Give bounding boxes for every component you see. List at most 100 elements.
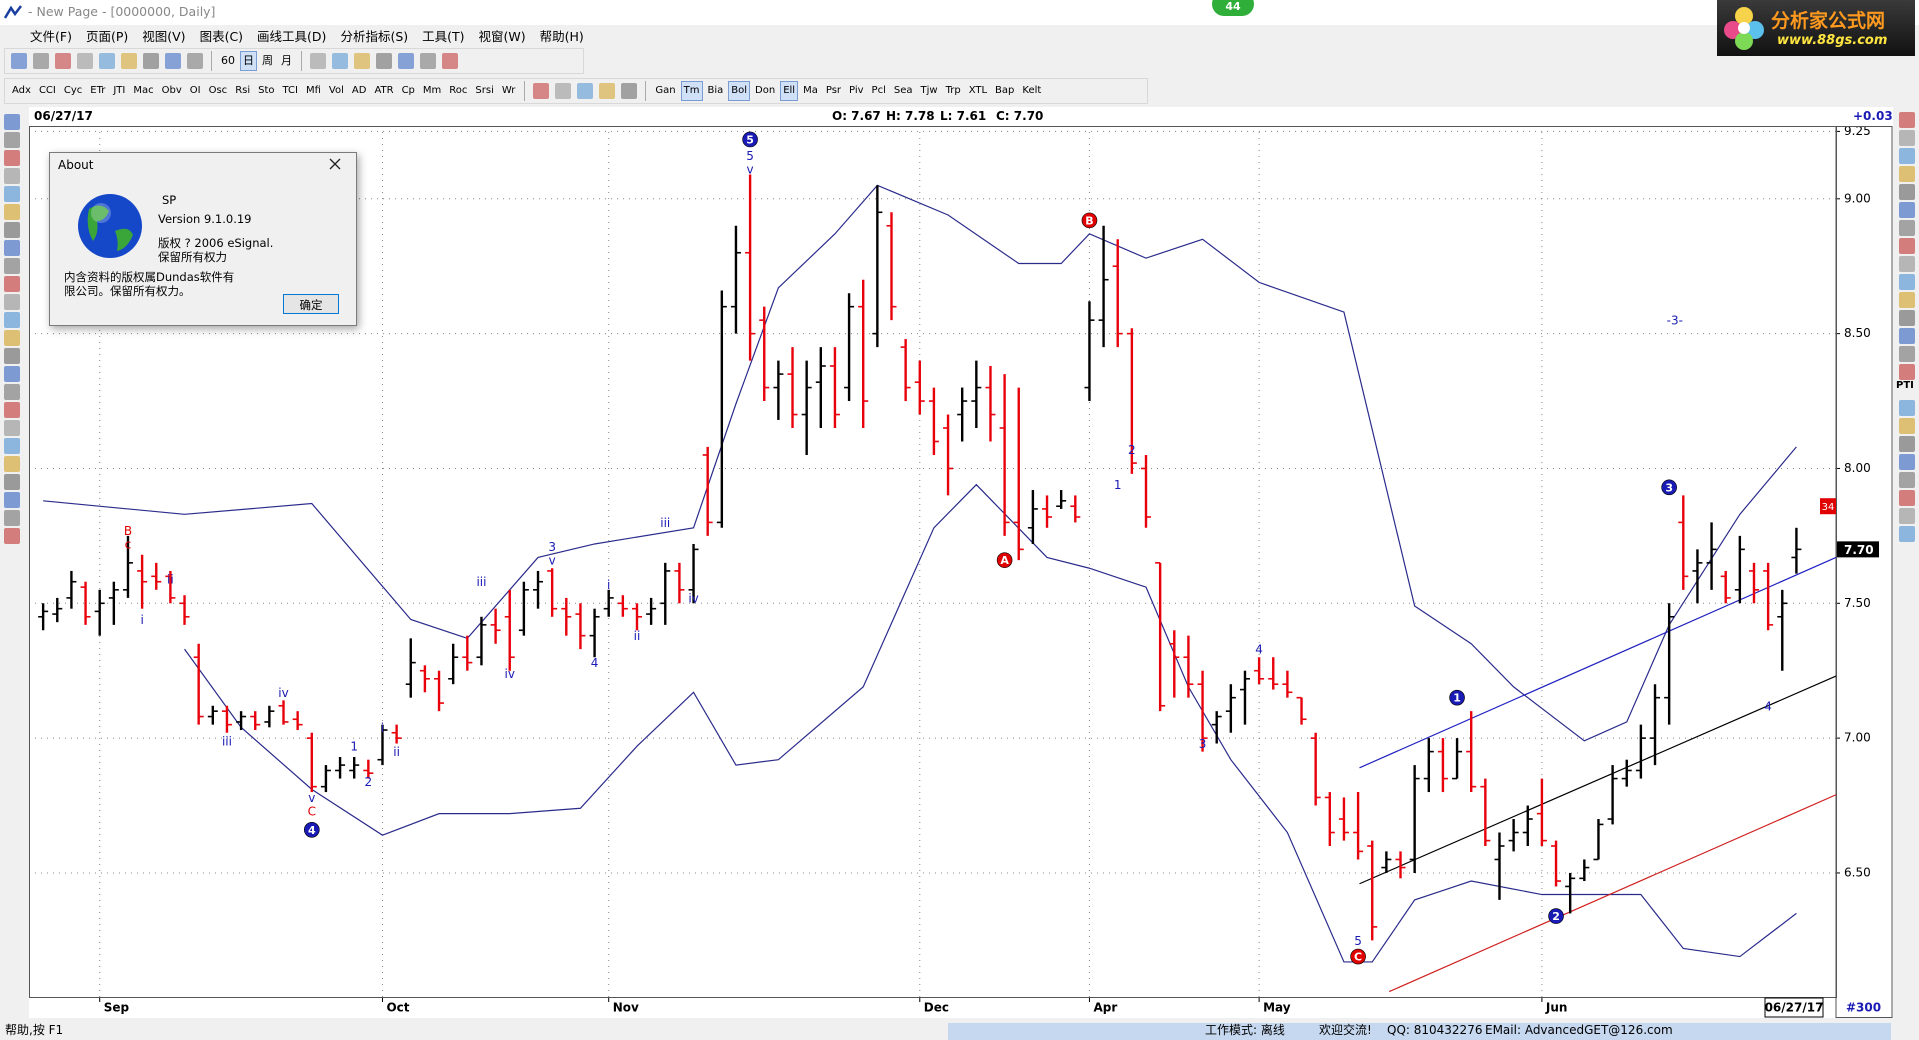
tool-button[interactable]: Sto [258,85,275,96]
tool-button[interactable]: Mm [422,85,442,96]
tool-button[interactable]: Ell [780,81,799,101]
tool-icon[interactable] [1899,454,1915,470]
tool-icon[interactable] [1899,310,1915,326]
tool-button[interactable]: Cyc [63,85,83,96]
menu-item[interactable]: 画线工具(D) [257,29,327,44]
tool-icon[interactable] [4,204,20,220]
tool-button[interactable]: XTL [968,85,988,96]
tool-icon[interactable] [187,53,203,69]
tool-icon[interactable] [1899,256,1915,272]
tool-button[interactable]: OI [189,85,201,96]
tool-icon[interactable] [1899,436,1915,452]
tool-button[interactable]: Tjw [920,85,938,96]
tool-icon[interactable] [4,222,20,238]
tool-icon[interactable] [55,53,71,69]
tool-button[interactable]: Mfi [305,85,321,96]
tool-button[interactable]: Kelt [1022,85,1042,96]
tool-button[interactable]: 周 [262,54,273,67]
tool-icon[interactable] [621,83,638,99]
tool-icon[interactable] [121,53,137,69]
tool-icon[interactable] [99,53,115,69]
menu-item[interactable]: 工具(T) [422,29,465,44]
tool-button[interactable]: Bap [995,85,1015,96]
tool-icon[interactable] [1899,274,1915,290]
tool-button[interactable]: 日 [240,51,257,71]
tool-icon[interactable] [376,53,392,69]
tool-button[interactable]: Piv [849,85,864,96]
tool-button[interactable]: Adx [12,85,31,96]
tool-icon[interactable] [33,53,49,69]
tool-icon[interactable] [599,83,616,99]
tool-icon[interactable] [1899,364,1915,380]
tool-icon[interactable] [1899,238,1915,254]
tool-icon[interactable] [4,186,20,202]
tool-button[interactable]: Rsi [235,85,251,96]
tool-icon[interactable] [354,53,370,69]
tool-button[interactable]: 60 [221,54,235,67]
tool-icon[interactable] [4,528,20,544]
close-button[interactable] [328,157,342,171]
tool-icon[interactable] [4,366,20,382]
tool-icon[interactable] [310,53,326,69]
tool-icon[interactable] [165,53,181,69]
tool-icon[interactable] [1899,202,1915,218]
tool-button[interactable]: Ma [803,85,818,96]
tool-icon[interactable] [4,456,20,472]
menu-item[interactable]: 文件(F) [30,29,72,44]
tool-button[interactable]: Pcl [871,85,886,96]
tool-icon[interactable] [1899,130,1915,146]
tool-button[interactable]: Cp [401,85,415,96]
tool-icon[interactable] [4,114,20,130]
tool-icon[interactable] [11,53,27,69]
tool-icon[interactable] [1899,220,1915,236]
tool-icon[interactable] [1899,166,1915,182]
tool-icon[interactable] [4,312,20,328]
tool-icon[interactable] [1899,400,1915,416]
tool-button[interactable]: Trp [945,85,961,96]
tool-button[interactable]: Sea [893,85,913,96]
tool-button[interactable]: AD [351,85,367,96]
tool-icon[interactable] [4,258,20,274]
tool-icon[interactable] [1899,184,1915,200]
menu-item[interactable]: 视图(V) [142,29,186,44]
tool-icon[interactable] [1899,490,1915,506]
tool-button[interactable]: Srsi [475,85,494,96]
menu-item[interactable]: 帮助(H) [539,29,584,44]
tool-icon[interactable] [4,474,20,490]
menu-item[interactable]: 图表(C) [199,29,244,44]
tool-icon[interactable] [4,150,20,166]
tool-button[interactable]: Obv [161,85,182,96]
tool-icon[interactable] [4,402,20,418]
tool-button[interactable]: Mac [133,85,154,96]
tool-icon[interactable] [77,53,93,69]
tool-icon[interactable] [1899,346,1915,362]
tool-button[interactable]: ETr [90,85,106,96]
tool-icon[interactable] [398,53,414,69]
tool-button[interactable]: Gan [655,85,676,96]
tool-icon[interactable] [4,294,20,310]
tool-icon[interactable] [4,384,20,400]
tool-icon[interactable] [555,83,572,99]
tool-icon[interactable] [1899,418,1915,434]
tool-icon[interactable] [4,420,20,436]
tool-button[interactable]: Vol [328,85,344,96]
tool-icon[interactable] [1899,526,1915,542]
tool-button[interactable]: Bol [728,81,751,101]
tool-icon[interactable] [4,492,20,508]
tool-icon[interactable] [4,348,20,364]
tool-icon[interactable] [4,168,20,184]
tool-button[interactable]: JTI [113,85,126,96]
tool-icon[interactable] [4,330,20,346]
tool-button[interactable]: CCI [38,85,56,96]
tool-icon[interactable] [1899,472,1915,488]
tool-icon[interactable] [1899,508,1915,524]
tool-button[interactable]: 月 [281,54,292,67]
tool-icon[interactable] [1899,292,1915,308]
tool-icon[interactable] [4,438,20,454]
tool-icon[interactable] [1899,148,1915,164]
tool-button[interactable]: Psr [825,85,842,96]
tool-icon[interactable] [143,53,159,69]
tool-icon[interactable] [4,510,20,526]
tool-button[interactable]: Tm [680,81,703,101]
tool-icon[interactable] [1899,328,1915,344]
